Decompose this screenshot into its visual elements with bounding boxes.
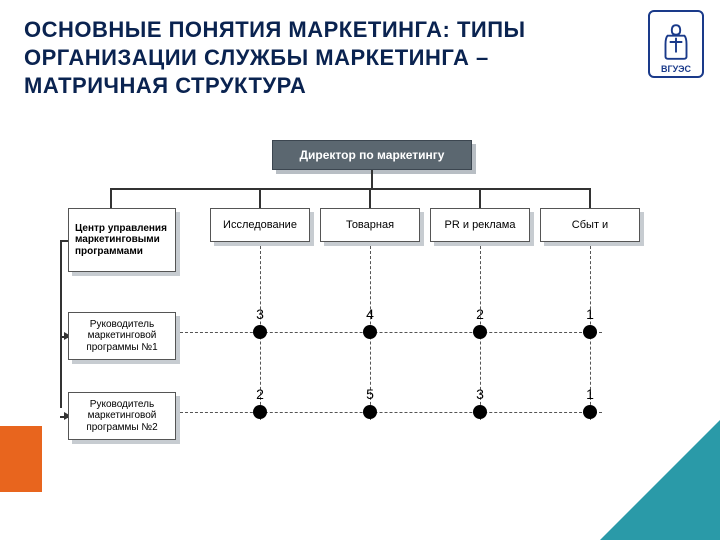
- matrix-value: 4: [364, 306, 376, 322]
- matrix-dot: [363, 405, 377, 419]
- dash-row: [180, 412, 602, 413]
- lead-box: Руководитель маркетинговой программы №2: [68, 392, 176, 440]
- matrix-dot: [253, 325, 267, 339]
- line-hbus: [110, 188, 590, 190]
- line-dept-drop: [589, 188, 591, 208]
- matrix-dot: [473, 325, 487, 339]
- center-box: Центр управления маркетинговыми программ…: [68, 208, 176, 272]
- matrix-value: 5: [364, 386, 376, 402]
- matrix-dot: [473, 405, 487, 419]
- logo-figure-icon: [655, 20, 697, 64]
- matrix-dot: [363, 325, 377, 339]
- matrix-value: 3: [254, 306, 266, 322]
- matrix-value: 2: [254, 386, 266, 402]
- line-dept-drop: [479, 188, 481, 208]
- decor-orange-block: [0, 426, 42, 492]
- matrix-dot: [253, 405, 267, 419]
- lead-box: Руководитель маркетинговой программы №1: [68, 312, 176, 360]
- line-center-hstub: [60, 240, 68, 242]
- matrix-value: 1: [584, 306, 596, 322]
- page-title: ОСНОВНЫЕ ПОНЯТИЯ МАРКЕТИНГА: ТИПЫ ОРГАНИ…: [24, 16, 620, 100]
- dept-box: PR и реклама: [430, 208, 530, 242]
- dash-row: [180, 332, 602, 333]
- line-dept-drop: [259, 188, 261, 208]
- matrix-value: 1: [584, 386, 596, 402]
- org-matrix-diagram: Директор по маркетингу Центр управления …: [50, 140, 670, 510]
- dept-box: Сбыт и: [540, 208, 640, 242]
- line-trunk: [371, 170, 373, 188]
- matrix-dot: [583, 325, 597, 339]
- head-box: Директор по маркетингу: [272, 140, 472, 170]
- line-center-drop: [110, 188, 112, 208]
- dept-box: Исследование: [210, 208, 310, 242]
- dept-box: Товарная: [320, 208, 420, 242]
- matrix-value: 3: [474, 386, 486, 402]
- logo-text: ВГУЭС: [661, 64, 691, 74]
- matrix-dot: [583, 405, 597, 419]
- university-logo: ВГУЭС: [648, 10, 704, 78]
- line-dept-drop: [369, 188, 371, 208]
- line-center-vert: [60, 240, 62, 408]
- matrix-value: 2: [474, 306, 486, 322]
